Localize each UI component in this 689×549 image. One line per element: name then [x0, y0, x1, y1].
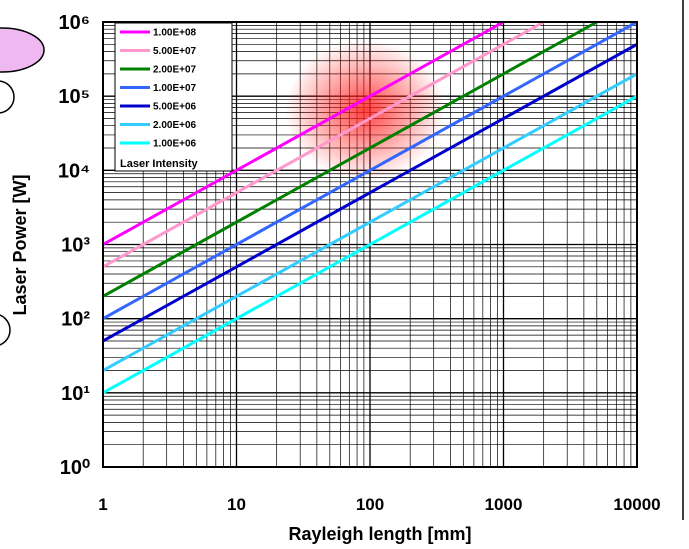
y-tick-label: 10²: [61, 309, 90, 331]
legend-box: [114, 22, 233, 172]
series-line: [102, 20, 545, 269]
series-line: [102, 20, 598, 298]
y-tick-label: 10⁶: [59, 12, 90, 34]
legend-title: Laser Intensity: [120, 158, 199, 170]
decoration: [0, 314, 11, 346]
x-tick-label: 10000: [613, 495, 660, 514]
plot-frame: [102, 21, 638, 468]
legend-label: 2.00E+06: [153, 120, 197, 131]
legend-label: 1.00E+08: [153, 28, 197, 39]
series-line: [102, 20, 505, 246]
series-line: [102, 43, 638, 343]
x-tick-label: 1: [98, 495, 107, 514]
x-axis-label: Rayleigh length [mm]: [288, 524, 471, 544]
decoration: [0, 80, 15, 114]
legend-label: 1.00E+07: [153, 83, 197, 94]
legend-label: 5.00E+06: [153, 102, 197, 113]
legend-label: 5.00E+07: [153, 46, 197, 57]
highlight: [285, 40, 445, 180]
y-tick-label: 10³: [61, 235, 90, 257]
y-tick-label: 10¹: [61, 383, 90, 405]
series-line: [102, 20, 638, 320]
x-tick-label: 1000: [485, 495, 523, 514]
y-tick-label: 10⁰: [60, 457, 90, 479]
legend-label: 1.00E+06: [153, 139, 197, 150]
lines: [102, 20, 638, 395]
y-tick-label: 10⁵: [58, 86, 90, 108]
y-tick-label: 10⁴: [58, 160, 90, 182]
series-line: [102, 94, 638, 395]
x-tick-label: 10: [227, 495, 246, 514]
series-line: [102, 72, 638, 372]
legend-label: 2.00E+07: [153, 65, 197, 76]
y-axis-label: Laser Power [W]: [10, 174, 30, 315]
legend: Laser Intensity 1.00E+08 5.00E+07 2.00E+07…: [114, 22, 233, 172]
x-tick-label: 100: [356, 495, 384, 514]
decoration: [0, 27, 45, 73]
